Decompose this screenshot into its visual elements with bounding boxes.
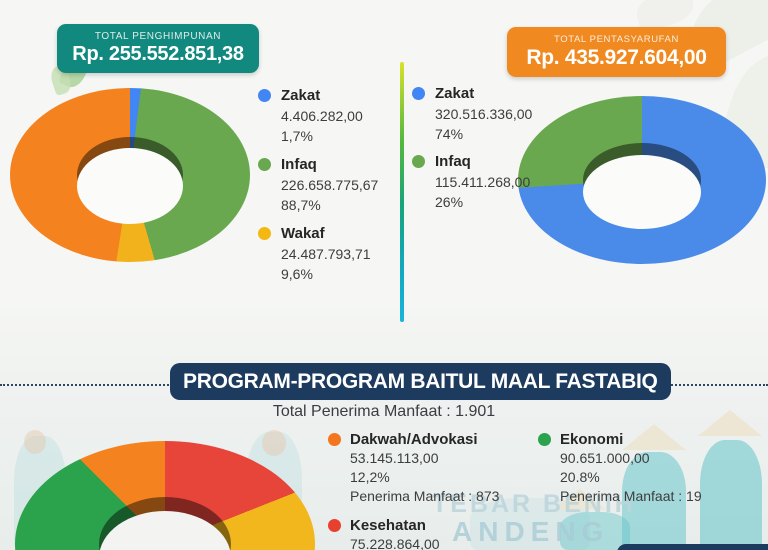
legend-beneficiaries: Penerima Manfaat : 19	[560, 488, 702, 504]
legend-dot	[538, 433, 551, 446]
legend-dot	[328, 519, 341, 532]
legend-label: Infaq	[281, 156, 317, 173]
badge-value: Rp. 255.552.851,38	[72, 43, 244, 65]
programs-donut-chart	[15, 441, 315, 550]
legend-beneficiaries: Penerima Manfaat : 873	[350, 488, 500, 504]
legend-label: Zakat	[281, 87, 321, 104]
total-pentasyarufan-badge: TOTAL PENTASYARUFAN Rp. 435.927.604,00	[507, 27, 726, 77]
legend-percent: 12,2%	[350, 469, 390, 485]
legend-percent: 9,6%	[281, 266, 313, 282]
legend-percent: 26%	[435, 194, 464, 210]
legend-label: Infaq	[435, 153, 471, 170]
legend-value: 320.516.336,00	[435, 106, 533, 122]
photo-watermark-line1: TEBAR BENIH	[432, 490, 636, 518]
conical-hat-icon	[554, 488, 606, 510]
section-divider	[400, 62, 404, 322]
person-silhouette	[560, 512, 630, 550]
pentasyarufan-legend: Zakat 320.516.336,00 74% Infaq 115.411.2…	[412, 84, 532, 220]
legend-dot	[258, 227, 271, 240]
legend-item-zakat: Zakat 320.516.336,00 74%	[412, 84, 532, 144]
legend-dot	[258, 89, 271, 102]
legend-value: 24.487.793,71	[281, 246, 371, 262]
conical-hat-icon	[698, 410, 762, 436]
badge-title: TOTAL PENTASYARUFAN	[554, 34, 679, 45]
donut-hole	[583, 155, 701, 229]
programs-legend-col1: Dakwah/Advokasi 53.145.113,00 12,2% Pene…	[328, 430, 499, 550]
legend-value: 90.651.000,00	[560, 450, 650, 466]
legend-value: 53.145.113,00	[350, 450, 439, 466]
legend-item-ekonomi: Ekonomi 90.651.000,00 20.8% Penerima Man…	[538, 430, 702, 506]
legend-value: 75.228.864,00	[350, 536, 440, 550]
total-penghimpunan-badge: TOTAL PENGHIMPUNAN Rp. 255.552.851,38	[57, 24, 259, 73]
bottom-right-badge	[617, 544, 768, 550]
legend-label: Zakat	[435, 85, 475, 102]
penghimpunan-donut-chart	[10, 88, 250, 280]
donut-hole	[77, 148, 183, 224]
penghimpunan-legend: Zakat 4.406.282,00 1,7% Infaq 226.658.77…	[258, 86, 378, 293]
person-silhouette	[700, 440, 762, 550]
legend-item-infaq: Infaq 226.658.775,67 88,7%	[258, 155, 378, 215]
badge-title: TOTAL PENGHIMPUNAN	[94, 31, 222, 42]
legend-percent: 20.8%	[560, 469, 600, 485]
legend-label: Ekonomi	[560, 431, 624, 448]
legend-item-dakwah: Dakwah/Advokasi 53.145.113,00 12,2% Pene…	[328, 430, 499, 506]
legend-label: Wakaf	[281, 225, 325, 242]
programs-legend-col2: Ekonomi 90.651.000,00 20.8% Penerima Man…	[538, 430, 702, 516]
legend-dot	[258, 158, 271, 171]
legend-item-zakat: Zakat 4.406.282,00 1,7%	[258, 86, 378, 146]
legend-dot	[328, 433, 341, 446]
conical-hat-icon	[622, 424, 686, 450]
pentasyarufan-donut-chart	[518, 96, 766, 286]
badge-value: Rp. 435.927.604,00	[526, 46, 707, 69]
programs-subtitle: Total Penerima Manfaat : 1.901	[272, 403, 496, 420]
legend-label: Dakwah/Advokasi	[350, 431, 478, 448]
person-silhouette	[24, 430, 46, 454]
legend-value: 4.406.282,00	[281, 108, 363, 124]
photo-watermark-line2: ANDENG	[452, 516, 610, 547]
legend-dot	[412, 87, 425, 100]
person-silhouette	[622, 452, 686, 550]
legend-value: 226.658.775,67	[281, 177, 379, 193]
programs-header: PROGRAM-PROGRAM BAITUL MAAL FASTABIQ	[170, 363, 671, 400]
person-silhouette	[262, 430, 286, 456]
legend-percent: 1,7%	[281, 128, 313, 144]
legend-label: Kesehatan	[350, 517, 426, 534]
legend-value: 115.411.268,00	[435, 174, 531, 190]
legend-percent: 74%	[435, 126, 464, 142]
legend-dot	[412, 155, 425, 168]
legend-item-kesehatan: Kesehatan 75.228.864,00 17,2%	[328, 516, 499, 550]
legend-item-wakaf: Wakaf 24.487.793,71 9,6%	[258, 224, 378, 284]
legend-percent: 88,7%	[281, 197, 321, 213]
legend-item-infaq: Infaq 115.411.268,00 26%	[412, 152, 532, 212]
